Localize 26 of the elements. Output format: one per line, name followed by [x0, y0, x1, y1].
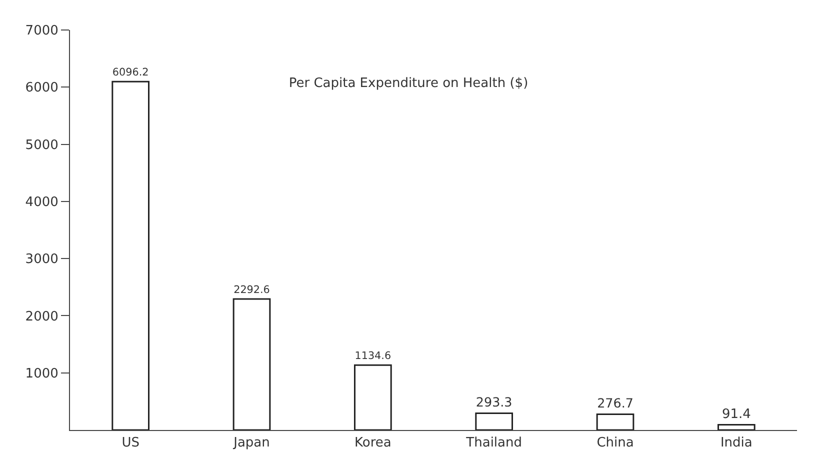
y-tick-label: 7000 [25, 24, 58, 39]
data-label: 276.7 [597, 395, 634, 410]
x-tick-label: US [122, 436, 140, 451]
y-tick-label: 3000 [25, 252, 58, 268]
bar [596, 413, 634, 430]
bar [717, 424, 756, 430]
x-tick-label: Thailand [465, 436, 522, 451]
y-tick-label: 6000 [25, 80, 58, 96]
data-label: 2292.6 [234, 284, 270, 296]
x-tick-label: Korea [354, 436, 392, 451]
data-label: 1134.6 [354, 350, 392, 362]
bar [475, 412, 514, 430]
y-tick-label: 5000 [25, 138, 58, 153]
x-tick-label: India [720, 436, 752, 451]
data-label: 6096.2 [112, 66, 149, 78]
bar [112, 80, 150, 430]
y-tick-label: 4000 [25, 194, 58, 210]
data-label: 91.4 [722, 406, 751, 422]
x-tick-label: China [596, 436, 634, 451]
bar [354, 364, 392, 430]
data-label: 293.3 [476, 394, 512, 410]
y-tick-label: 1000 [25, 366, 58, 382]
y-tick-label: 2000 [25, 309, 58, 324]
bar [232, 298, 271, 430]
text: Per Capita Expenditure on Health ($) [288, 76, 528, 91]
x-tick-label: Japan [232, 436, 270, 451]
